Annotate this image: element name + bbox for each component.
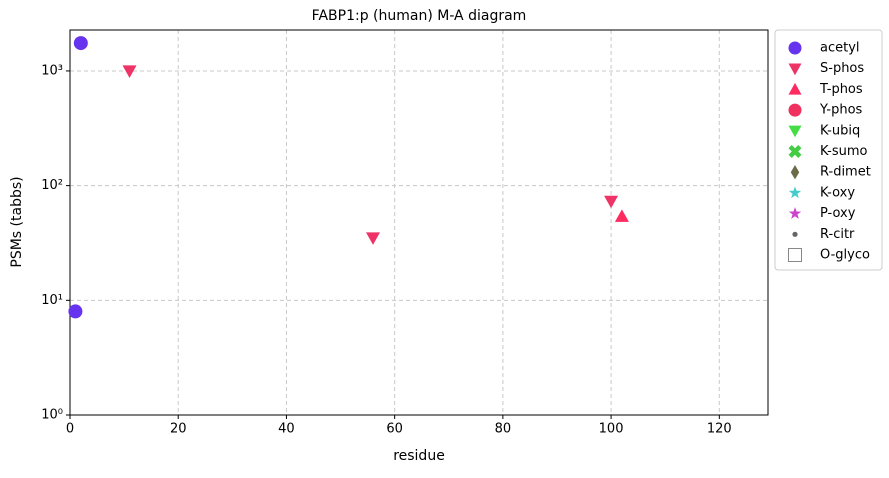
point — [68, 304, 83, 319]
point — [788, 63, 802, 76]
point — [366, 232, 381, 245]
legend-box — [774, 29, 883, 271]
legend-label: K-oxy — [820, 185, 855, 200]
point — [788, 248, 802, 262]
point — [788, 41, 802, 55]
x-tick-label: 40 — [278, 422, 295, 437]
x-tick-label: 120 — [707, 422, 732, 437]
point — [788, 103, 802, 117]
x-tick-label: 0 — [66, 422, 74, 437]
x-tick-label: 60 — [386, 422, 403, 437]
point — [788, 82, 802, 95]
point — [788, 145, 802, 158]
legend-label: O-glyco — [820, 248, 870, 263]
chart-title: FABP1:p (human) M-A diagram — [312, 8, 527, 24]
point — [73, 36, 88, 51]
legend-label: Y-phos — [819, 103, 863, 118]
legend-label: R-dimet — [820, 165, 871, 180]
legend-label: T-phos — [819, 82, 863, 97]
x-axis-label: residue — [393, 448, 445, 464]
point — [790, 165, 800, 180]
legend-label: K-sumo — [820, 144, 868, 159]
point — [788, 186, 802, 199]
point — [788, 207, 802, 219]
x-tick-label: 80 — [495, 422, 512, 437]
y-tick-label: 10² — [41, 178, 63, 193]
legend-label: S-phos — [820, 61, 864, 76]
y-tick-label: 10¹ — [41, 293, 63, 308]
legend-label: R-citr — [820, 227, 855, 242]
plot-frame — [69, 29, 769, 416]
y-tick-label: 10⁰ — [41, 408, 63, 423]
x-tick-label: 100 — [599, 422, 624, 437]
point — [122, 65, 137, 78]
point — [604, 195, 619, 209]
point — [788, 125, 802, 138]
y-tick-label: 10³ — [41, 63, 63, 78]
legend-label: K-ubiq — [820, 123, 860, 138]
point — [614, 209, 629, 222]
legend-label: P-oxy — [820, 206, 856, 221]
point — [792, 231, 798, 237]
legend-label: acetyl — [820, 41, 860, 56]
x-tick-label: 20 — [170, 422, 187, 437]
y-axis-label: PSMs (tabbs) — [9, 176, 25, 267]
